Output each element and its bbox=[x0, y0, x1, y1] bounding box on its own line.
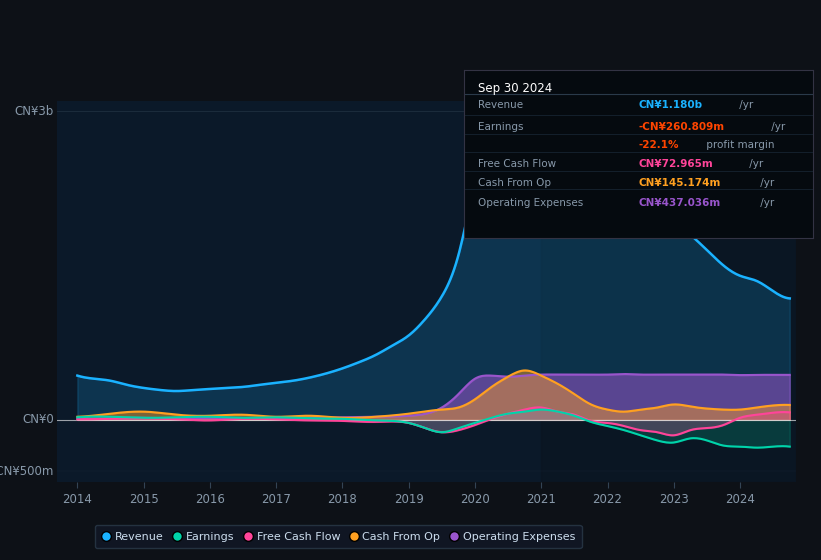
Text: /yr: /yr bbox=[736, 100, 753, 110]
Text: CN¥1.180b: CN¥1.180b bbox=[639, 100, 703, 110]
Text: -CN¥260.809m: -CN¥260.809m bbox=[639, 122, 724, 132]
Bar bbox=[541, 101, 796, 482]
Text: profit margin: profit margin bbox=[704, 140, 775, 150]
Text: CN¥437.036m: CN¥437.036m bbox=[639, 198, 721, 208]
Text: CN¥72.965m: CN¥72.965m bbox=[639, 159, 713, 169]
Text: -22.1%: -22.1% bbox=[639, 140, 679, 150]
Legend: Revenue, Earnings, Free Cash Flow, Cash From Op, Operating Expenses: Revenue, Earnings, Free Cash Flow, Cash … bbox=[95, 525, 581, 548]
Text: CN¥145.174m: CN¥145.174m bbox=[639, 178, 721, 188]
Text: Cash From Op: Cash From Op bbox=[478, 178, 551, 188]
Text: -CN¥500m: -CN¥500m bbox=[0, 465, 54, 478]
Text: /yr: /yr bbox=[746, 159, 764, 169]
Text: /yr: /yr bbox=[757, 178, 774, 188]
Text: Earnings: Earnings bbox=[478, 122, 523, 132]
Text: Sep 30 2024: Sep 30 2024 bbox=[478, 82, 552, 95]
Text: Free Cash Flow: Free Cash Flow bbox=[478, 159, 556, 169]
Text: CN¥3b: CN¥3b bbox=[15, 105, 54, 118]
Text: /yr: /yr bbox=[757, 198, 774, 208]
Text: /yr: /yr bbox=[768, 122, 786, 132]
Text: CN¥0: CN¥0 bbox=[22, 413, 54, 426]
Text: Revenue: Revenue bbox=[478, 100, 523, 110]
Text: Operating Expenses: Operating Expenses bbox=[478, 198, 583, 208]
